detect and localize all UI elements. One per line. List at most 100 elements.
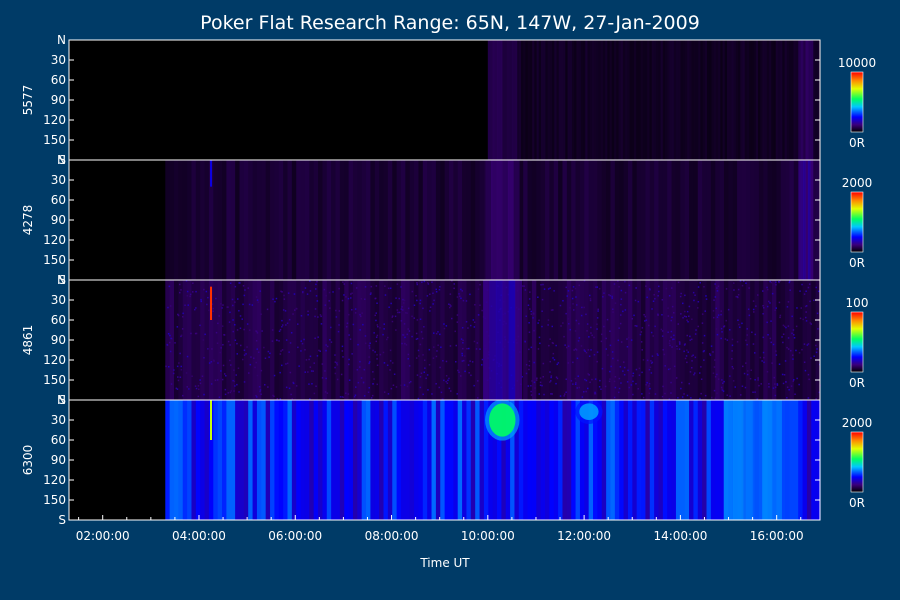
noise-pixel — [279, 371, 281, 374]
emission-strip — [322, 400, 328, 520]
noise-pixel — [653, 294, 655, 296]
noise-pixel — [308, 358, 310, 361]
emission-strip — [532, 40, 535, 160]
noise-pixel — [217, 322, 219, 325]
noise-pixel — [734, 386, 736, 388]
noise-pixel — [768, 300, 770, 303]
noise-pixel — [279, 328, 282, 331]
emission-strip — [516, 40, 520, 160]
emission-strip — [769, 40, 772, 160]
noise-pixel — [292, 313, 294, 315]
noise-pixel — [192, 291, 194, 293]
emission-strip — [440, 160, 446, 280]
emission-strip — [475, 160, 481, 280]
noise-pixel — [673, 338, 675, 340]
noise-pixel — [652, 300, 655, 302]
emission-strip — [165, 160, 171, 280]
noise-pixel — [221, 378, 224, 381]
noise-pixel — [212, 359, 215, 361]
noise-pixel — [524, 341, 526, 343]
noise-pixel — [280, 290, 282, 293]
noise-pixel — [739, 280, 742, 282]
noise-pixel — [281, 349, 284, 351]
noise-pixel — [334, 366, 336, 369]
noise-pixel — [528, 298, 531, 300]
noise-pixel — [809, 322, 812, 324]
noise-pixel — [529, 308, 531, 310]
noise-pixel — [529, 291, 531, 293]
noise-pixel — [438, 386, 440, 389]
emission-strip — [518, 400, 524, 520]
emission-strip — [396, 400, 402, 520]
emission-strip — [780, 160, 786, 280]
noise-pixel — [578, 337, 581, 339]
noise-pixel — [460, 375, 462, 377]
noise-pixel — [650, 362, 653, 364]
emission-strip — [697, 280, 703, 400]
emission-strip — [366, 400, 372, 520]
noise-pixel — [578, 386, 580, 389]
noise-pixel — [210, 383, 213, 385]
noise-pixel — [566, 346, 568, 349]
noise-pixel — [694, 294, 696, 296]
noise-pixel — [396, 309, 399, 311]
noise-pixel — [680, 292, 682, 295]
noise-pixel — [603, 325, 605, 328]
noise-pixel — [231, 298, 234, 301]
noise-pixel — [416, 282, 418, 284]
noise-pixel — [214, 379, 217, 382]
emission-strip — [344, 160, 350, 280]
noise-pixel — [807, 397, 810, 399]
noise-pixel — [387, 336, 389, 339]
noise-pixel — [581, 396, 584, 398]
noise-pixel — [297, 323, 299, 325]
emission-strip — [261, 280, 267, 400]
emission-strip — [618, 40, 622, 160]
emission-strip — [645, 400, 651, 520]
y-tick-label: 30 — [51, 293, 66, 307]
noise-pixel — [400, 320, 403, 322]
noise-pixel — [462, 347, 464, 350]
noise-pixel — [473, 326, 476, 328]
emission-strip — [667, 40, 671, 160]
noise-pixel — [369, 342, 371, 344]
noise-pixel — [473, 384, 475, 387]
emission-strip — [339, 280, 345, 400]
emission-strip — [726, 40, 730, 160]
emission-strip — [392, 160, 398, 280]
emission-strip — [715, 40, 719, 160]
colorbar-min-label: 0R — [849, 256, 865, 270]
noise-pixel — [259, 389, 262, 391]
emission-strip — [479, 160, 485, 280]
noise-pixel — [575, 381, 577, 384]
noise-pixel — [641, 327, 644, 329]
noise-pixel — [530, 390, 532, 393]
noise-pixel — [542, 376, 544, 378]
noise-pixel — [741, 284, 744, 287]
emission-strip — [684, 280, 690, 400]
emission-strip — [758, 280, 764, 400]
emission-strip — [379, 280, 385, 400]
noise-pixel — [227, 392, 229, 394]
noise-pixel — [654, 298, 656, 300]
noise-pixel — [770, 320, 772, 322]
noise-pixel — [312, 370, 314, 372]
noise-pixel — [533, 313, 535, 315]
noise-pixel — [549, 287, 551, 289]
emission-strip — [598, 40, 602, 160]
emission-strip — [248, 400, 254, 520]
y-tick-label: 120 — [43, 473, 66, 487]
noise-pixel — [552, 342, 554, 345]
noise-pixel — [661, 335, 664, 337]
noise-pixel — [553, 359, 556, 361]
emission-strip — [400, 400, 406, 520]
noise-pixel — [614, 302, 617, 304]
noise-pixel — [643, 314, 645, 316]
noise-pixel — [620, 382, 622, 384]
noise-pixel — [429, 293, 431, 295]
auroral-blob — [579, 403, 599, 420]
noise-pixel — [475, 348, 478, 350]
emission-strip — [536, 280, 542, 400]
noise-pixel — [632, 372, 635, 375]
